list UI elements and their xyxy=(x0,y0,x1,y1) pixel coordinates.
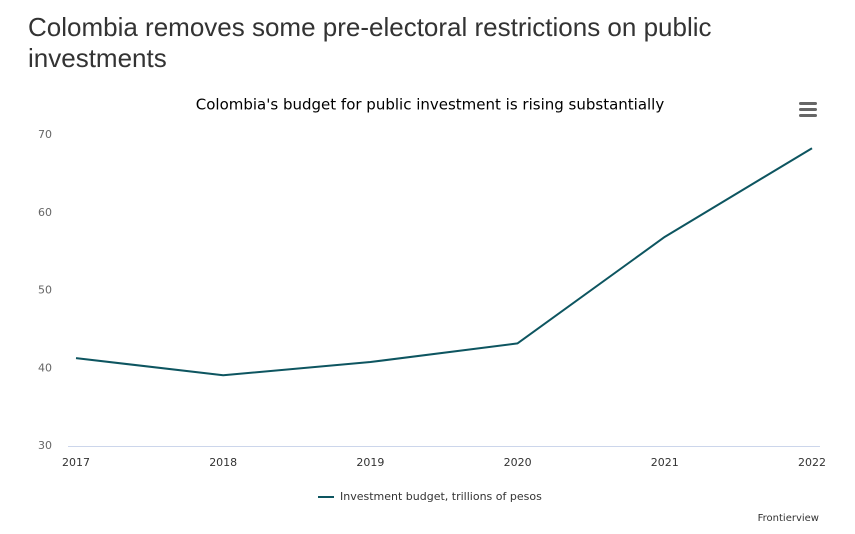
menu-button[interactable] xyxy=(799,102,817,117)
chart-title: Colombia's budget for public investment … xyxy=(196,96,665,114)
y-tick-label: 30 xyxy=(38,439,52,452)
menu-bar xyxy=(799,108,817,111)
data-line xyxy=(75,147,813,377)
y-tick-label: 70 xyxy=(38,128,52,141)
y-tick-label: 60 xyxy=(38,206,52,219)
x-tick-label: 2022 xyxy=(798,456,826,469)
y-tick-label: 50 xyxy=(38,284,52,297)
y-tick-label: 40 xyxy=(38,361,52,374)
x-tick-label: 2019 xyxy=(356,456,384,469)
x-tick-label: 2017 xyxy=(62,456,90,469)
x-tick-label: 2018 xyxy=(209,456,237,469)
menu-bar xyxy=(799,102,817,105)
x-tick-label: 2020 xyxy=(504,456,532,469)
menu-bar xyxy=(799,114,817,117)
legend-label: Investment budget, trillions of pesos xyxy=(340,490,542,503)
credits: Frontierview xyxy=(758,513,819,524)
x-tick-label: 2021 xyxy=(651,456,679,469)
headline: Colombia removes some pre-electoral rest… xyxy=(28,12,712,73)
